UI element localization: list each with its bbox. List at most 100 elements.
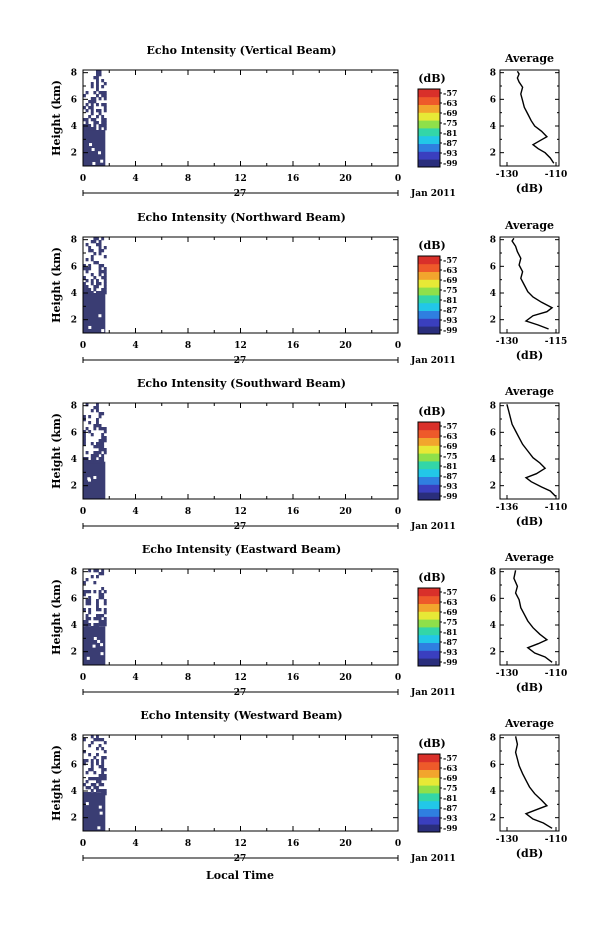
colorbar-tick-label: -57 [443,255,457,265]
echo-cell [83,792,86,796]
echo-cell [90,249,94,253]
colorbar-tick-label: -63 [443,98,458,108]
x-tick-label: 12 [234,341,247,351]
echo-cell [93,100,97,104]
echo-cell [90,291,94,295]
echo-cell [101,759,105,763]
y-tick-label: 8 [71,734,77,744]
echo-gap [86,656,90,660]
echo-cell [93,786,97,790]
echo-cell [83,620,86,624]
echo-cell [98,424,102,428]
echo-cell [90,765,94,769]
profile-y-tick-label: 2 [490,648,496,658]
colorbar-unit: (dB) [418,571,445,584]
colorbar-tick-label: -81 [443,295,457,305]
echo-cell [85,620,89,624]
y-tick-label: 2 [71,316,77,326]
echo-cell [103,590,107,594]
echo-gap [98,151,102,155]
echo-cell [83,442,86,446]
echo-cell [96,442,99,446]
y-tick-label: 2 [71,149,77,159]
echo-gap [92,161,96,165]
x-tick-label: 8 [185,341,191,351]
colorbar-segment [418,310,440,319]
echo-cell [98,457,102,461]
colorbar-segment [418,650,440,659]
colorbar-frame [417,753,441,833]
x-tick-label: 4 [132,507,138,517]
colorbar-tick-label: -69 [443,607,458,617]
echo-cell [101,765,105,769]
echo-cell [90,85,94,89]
colorbar-segment [418,112,440,121]
colorbar-tick-label: -63 [443,763,458,773]
profile-frame [499,734,560,832]
average-profile-line [514,736,553,829]
profile-x-tick-label: -110 [545,669,568,679]
colorbar-tick-label: -87 [443,138,457,148]
echo-cell [96,85,99,89]
colorbar-unit: (dB) [418,239,445,252]
y-tick-label: 8 [71,236,77,246]
echo-cell [98,445,102,449]
colorbar-segment [418,453,440,462]
echo-cell [98,70,102,74]
echo-cell [101,774,105,778]
profile-y-tick-label: 4 [490,455,496,465]
x-tick-label: 8 [185,174,191,184]
echo-cell [96,617,99,621]
colorbar-segment [418,263,440,272]
echo-cell [85,451,89,455]
date-day-label: 27 [234,854,247,864]
y-tick-label: 6 [71,428,77,438]
echo-cell [85,91,89,95]
colorbar-tick-label: -69 [443,441,458,451]
colorbar-segment [418,627,440,636]
echo-cell [90,282,94,286]
echo-cell [101,572,105,576]
echo-cell [101,789,105,793]
echo-cell [90,457,94,461]
echo-cell [101,85,105,89]
echo-cell [103,282,107,286]
echo-cell [96,94,99,98]
echo-cell [98,780,102,784]
echo-gap [101,329,105,333]
date-month-label: Jan 2011 [410,854,456,864]
echo-cell [93,792,97,796]
echo-gap [91,148,95,152]
colorbar-frame [417,421,441,501]
echo-cell [88,617,92,621]
profile-title: Average [504,52,554,65]
colorbar-tick-label: -69 [443,773,458,783]
echo-cell [103,273,107,277]
echo-cell [90,112,94,116]
echo-gap [92,644,96,648]
x-tick-label: 16 [287,507,300,517]
echo-cell [98,291,102,295]
echo-cell [93,581,97,585]
x-tick-label: 0 [80,839,86,849]
echo-cell [83,750,86,754]
echo-cell [101,94,105,98]
x-tick-label: 16 [287,174,300,184]
profile-y-tick-label: 6 [490,594,496,604]
echo-cell [83,738,86,742]
echo-cell [90,789,94,793]
echo-cell [93,626,97,630]
echo-cell [85,270,89,274]
echo-cell [98,91,102,95]
echo-cell [103,285,107,289]
colorbar-segment [418,468,440,477]
y-tick-label: 6 [71,95,77,105]
echo-cell [85,614,89,618]
echo-cell [90,759,94,763]
echo-cell [93,252,97,256]
average-profile-line [513,570,553,663]
heatmap-frame [82,568,399,666]
echo-cell [90,118,94,122]
echo-cell [88,590,92,594]
echo-cell [93,451,97,455]
